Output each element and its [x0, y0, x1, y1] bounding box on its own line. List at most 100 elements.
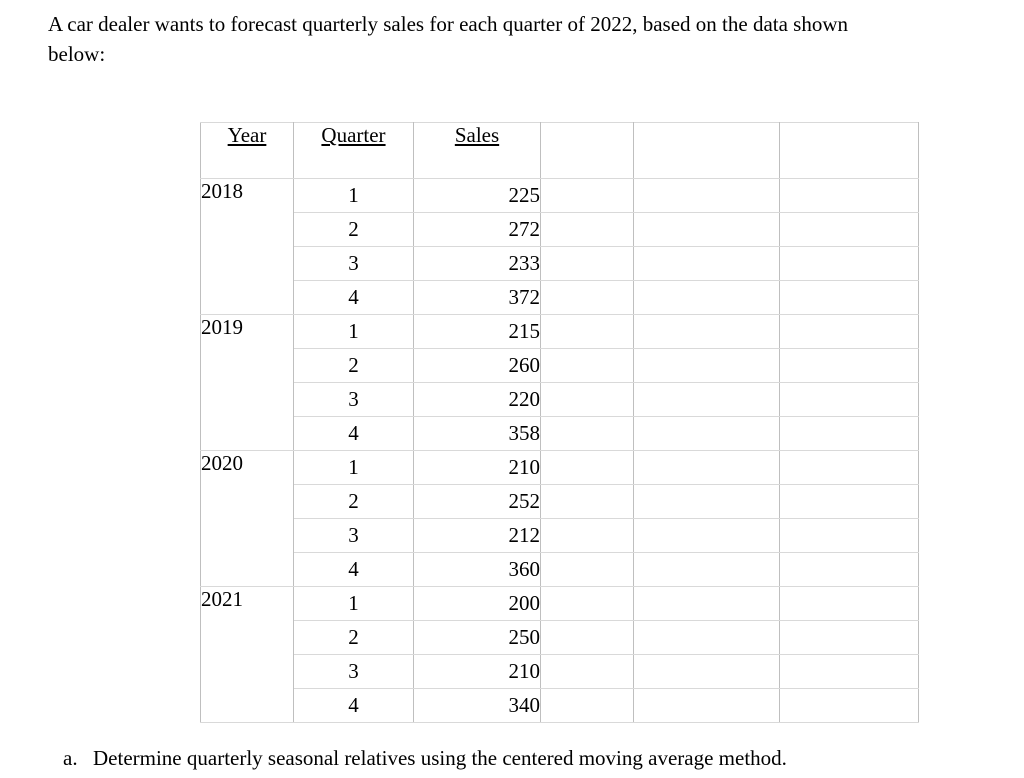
- empty-cell: [540, 212, 634, 247]
- empty-cell: [540, 620, 634, 655]
- table-row: 2 272: [201, 212, 919, 247]
- year-cell: 2018: [200, 178, 294, 315]
- empty-cell: [779, 416, 919, 451]
- table-row: 2 252: [201, 484, 919, 519]
- empty-cell: [779, 688, 919, 723]
- empty-cell: [540, 382, 634, 417]
- quarter-cell: 1: [293, 314, 414, 349]
- quarter-cell: 4: [293, 688, 414, 723]
- empty-cell: [779, 246, 919, 281]
- sales-cell: 210: [413, 450, 541, 485]
- table-row: 3 233: [201, 246, 919, 281]
- problem-statement-line2: below:: [48, 42, 106, 66]
- sales-cell: 200: [413, 586, 541, 621]
- empty-cell: [633, 178, 780, 213]
- empty-cell: [779, 484, 919, 519]
- empty-cell: [779, 586, 919, 621]
- empty-cell: [540, 246, 634, 281]
- empty-cell: [540, 314, 634, 349]
- quarter-cell: 4: [293, 552, 414, 587]
- sales-cell: 210: [413, 654, 541, 689]
- empty-cell: [540, 688, 634, 723]
- sales-cell: 250: [413, 620, 541, 655]
- empty-cell: [540, 416, 634, 451]
- sales-cell: 252: [413, 484, 541, 519]
- empty-cell: [779, 314, 919, 349]
- quarter-cell: 1: [293, 178, 414, 213]
- empty-cell: [779, 348, 919, 383]
- empty-cell: [540, 654, 634, 689]
- quarter-cell: 1: [293, 450, 414, 485]
- empty-cell: [540, 586, 634, 621]
- table-row: 4 360: [201, 552, 919, 587]
- sales-cell: 360: [413, 552, 541, 587]
- empty-cell: [779, 178, 919, 213]
- table-row: 4 372: [201, 280, 919, 315]
- empty-cell: [779, 382, 919, 417]
- empty-cell: [633, 654, 780, 689]
- empty-cell: [779, 212, 919, 247]
- empty-cell: [633, 246, 780, 281]
- empty-cell: [633, 212, 780, 247]
- empty-cell: [633, 688, 780, 723]
- sales-cell: 272: [413, 212, 541, 247]
- quarter-cell: 2: [293, 484, 414, 519]
- table-row: 2021 1 200: [200, 586, 919, 723]
- empty-cell: [779, 654, 919, 689]
- sales-cell: 215: [413, 314, 541, 349]
- sales-cell: 260: [413, 348, 541, 383]
- year-cell: 2021: [200, 586, 294, 723]
- empty-cell: [779, 280, 919, 315]
- table-row: 4 358: [201, 416, 919, 451]
- empty-cell: [633, 280, 780, 315]
- empty-header-cell: [779, 122, 919, 179]
- sales-cell: 225: [413, 178, 541, 213]
- problem-statement: A car dealer wants to forecast quarterly…: [48, 9, 998, 69]
- sales-cell: 233: [413, 246, 541, 281]
- table-row: 2 250: [201, 620, 919, 655]
- table-row: 4 340: [201, 688, 919, 723]
- quarter-column-header: Quarter: [293, 122, 414, 179]
- empty-cell: [540, 450, 634, 485]
- sales-cell: 358: [413, 416, 541, 451]
- quarterly-sales-table: Year Quarter Sales 2018 1 225 2 272: [200, 122, 919, 723]
- year-header-label: Year: [227, 123, 267, 148]
- quarter-cell: 3: [293, 246, 414, 281]
- empty-cell: [633, 586, 780, 621]
- quarter-cell: 4: [293, 416, 414, 451]
- empty-cell: [779, 518, 919, 553]
- quarter-cell: 3: [293, 654, 414, 689]
- table-row: 3 220: [201, 382, 919, 417]
- question-item-a: a. Determine quarterly seasonal relatives…: [63, 744, 787, 772]
- quarter-cell: 3: [293, 518, 414, 553]
- empty-cell: [633, 552, 780, 587]
- empty-cell: [633, 314, 780, 349]
- empty-cell: [633, 484, 780, 519]
- empty-cell: [540, 552, 634, 587]
- sales-cell: 212: [413, 518, 541, 553]
- table-row: 2 260: [201, 348, 919, 383]
- empty-cell: [779, 620, 919, 655]
- sales-header-label: Sales: [454, 123, 500, 148]
- quarter-cell: 2: [293, 212, 414, 247]
- empty-cell: [633, 620, 780, 655]
- empty-cell: [633, 382, 780, 417]
- table-row: 3 212: [201, 518, 919, 553]
- question-label: a.: [63, 746, 78, 770]
- sales-cell: 372: [413, 280, 541, 315]
- empty-cell: [540, 280, 634, 315]
- empty-cell: [540, 518, 634, 553]
- empty-cell: [540, 484, 634, 519]
- table-row: 2020 1 210: [200, 450, 919, 587]
- empty-cell: [540, 348, 634, 383]
- empty-cell: [633, 518, 780, 553]
- sales-cell: 220: [413, 382, 541, 417]
- quarter-header-label: Quarter: [321, 123, 386, 148]
- quarter-cell: 3: [293, 382, 414, 417]
- empty-header-cell: [633, 122, 780, 179]
- empty-cell: [633, 450, 780, 485]
- empty-cell: [633, 348, 780, 383]
- table-row: 2019 1 215: [200, 314, 919, 451]
- quarter-cell: 1: [293, 586, 414, 621]
